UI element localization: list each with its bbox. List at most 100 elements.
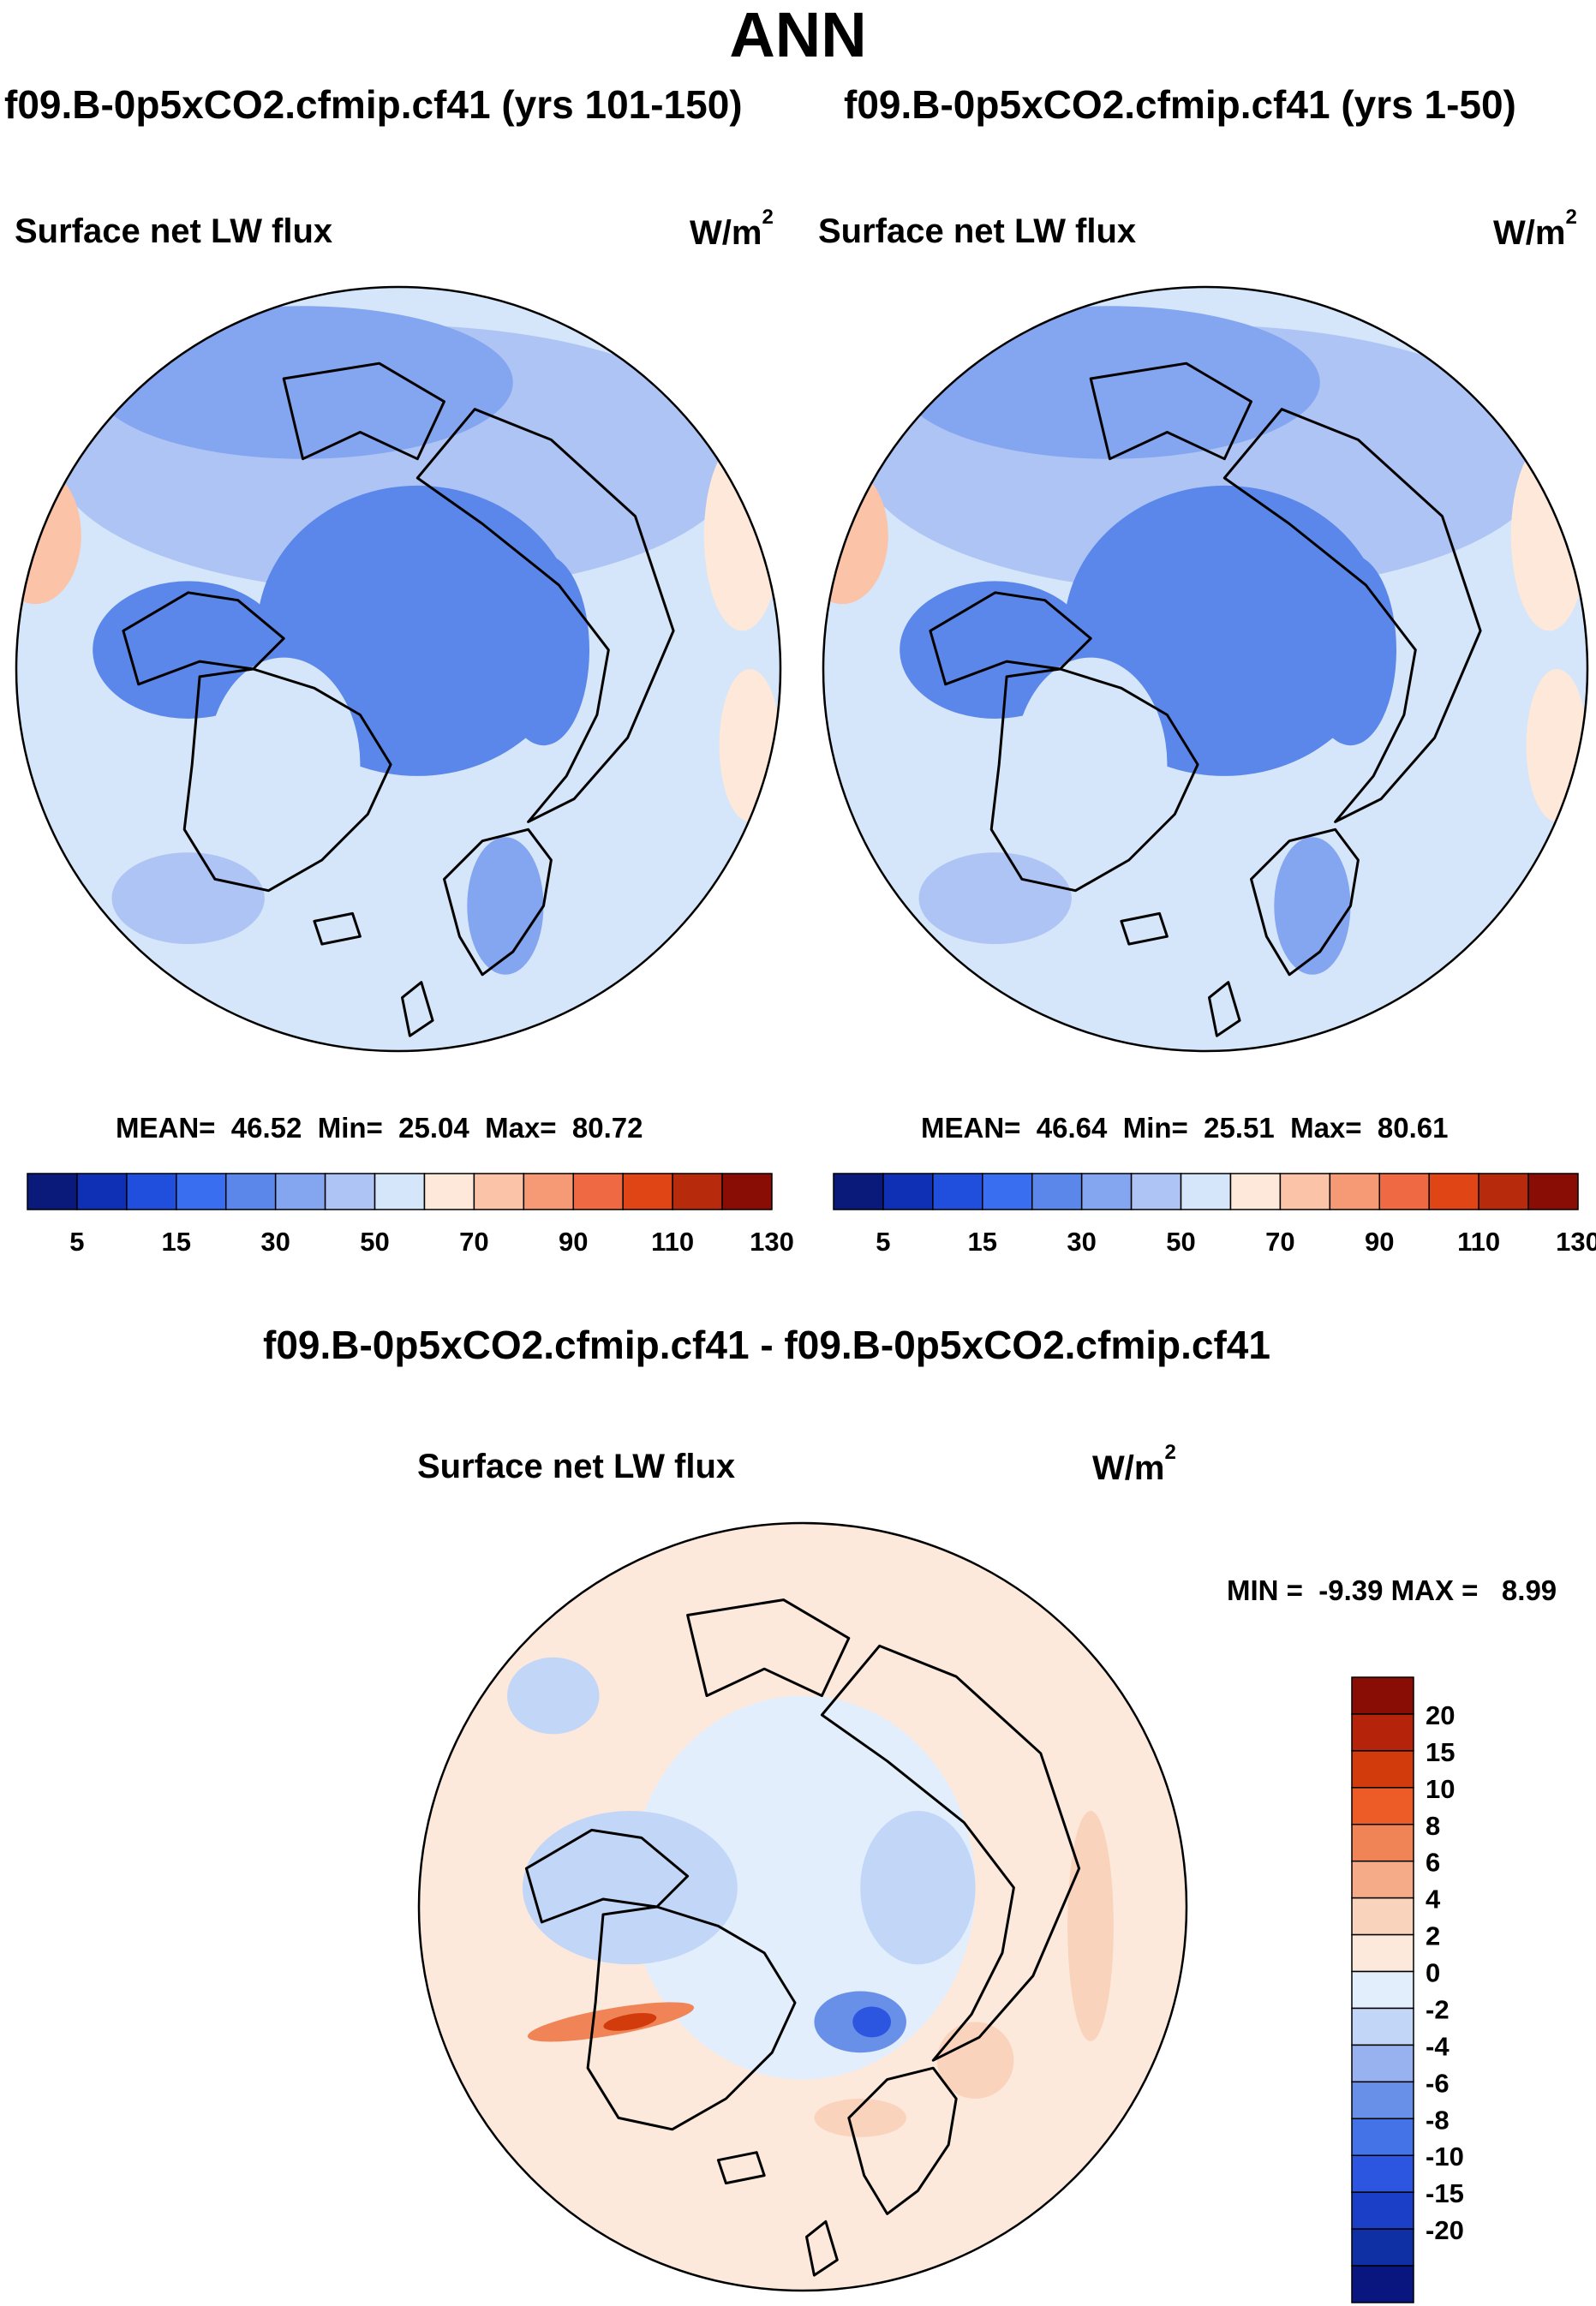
panel-2-colorbar-tick-label-5: 5 bbox=[876, 1227, 890, 1257]
panel-2-border bbox=[822, 285, 1589, 1053]
panel-3-coastline-archipelago bbox=[524, 1828, 690, 1924]
panel-1-colorbar-box-12 bbox=[622, 1173, 673, 1210]
panel-3-colorbar-tick-label-9: -4 bbox=[1426, 2031, 1450, 2061]
panel-1-variable-label: Surface net LW flux bbox=[15, 212, 333, 250]
panel-1-coastline-greenland bbox=[182, 667, 392, 893]
panel-1-colorbar-tick-label-110: 110 bbox=[651, 1227, 694, 1257]
panel-2-field-patch-7 bbox=[823, 466, 888, 605]
panel-1-mean-value: 46.52 bbox=[230, 1112, 302, 1144]
panel-1-colorbar-tick-label-70: 70 bbox=[459, 1227, 488, 1257]
panel-2-colorbar-box-3 bbox=[982, 1173, 1033, 1210]
panel-2-colorbar-box-6 bbox=[1130, 1173, 1182, 1210]
panel-1-field-patch-10 bbox=[111, 852, 265, 945]
panel-3-field-patch-4 bbox=[507, 1657, 600, 1735]
panel-2-colorbar-box-7 bbox=[1180, 1173, 1232, 1210]
panel-1-colorbar-tick-label-5: 5 bbox=[69, 1227, 84, 1257]
panel-1-units-exponent: 2 bbox=[762, 206, 774, 229]
panel-2-field bbox=[823, 287, 1587, 1051]
panel-2-colorbar-box-0 bbox=[833, 1173, 884, 1210]
panel-2-colorbar-tick-label-70: 70 bbox=[1265, 1227, 1294, 1257]
panel-3-colorbar-tick-label-0: 20 bbox=[1426, 1700, 1455, 1730]
panel-1-field-patch-8 bbox=[703, 439, 780, 631]
panel-2-units-label: W/m2 bbox=[1493, 206, 1577, 253]
panel-1-field-patch-9 bbox=[719, 669, 780, 822]
panel-3-field-patch-6 bbox=[852, 2006, 892, 2038]
panel-1-colorbar-box-5 bbox=[274, 1173, 326, 1210]
panel-3-colorbar-box-6 bbox=[1351, 1897, 1414, 1936]
panel-2-units-exponent: 2 bbox=[1565, 206, 1577, 229]
panel-2-case-title: f09.B-0p5xCO2.cfmip.cf41 (yrs 1-50) bbox=[844, 82, 1516, 127]
panel-3-colorbar-tick-label-5: 4 bbox=[1426, 1885, 1441, 1915]
panel-3-case-title: f09.B-0p5xCO2.cfmip.cf41 - f09.B-0p5xCO2… bbox=[263, 1323, 1270, 1367]
panel-1-colorbar-tick-label-30: 30 bbox=[260, 1227, 290, 1257]
panel-3-field-patch-10 bbox=[936, 2022, 1014, 2099]
panel-3-field-patch-11 bbox=[814, 2099, 906, 2137]
panel-3-colorbar-tick-label-8: -2 bbox=[1426, 1994, 1450, 2024]
panel-3-coastline-greenland bbox=[586, 1905, 797, 2131]
panel-3-colorbar-box-2 bbox=[1351, 1750, 1414, 1789]
panel-1-units-label: W/m2 bbox=[690, 206, 774, 253]
panel-1-colorbar-box-6 bbox=[324, 1173, 376, 1210]
panel-3-coastline-alaska bbox=[686, 1598, 851, 1698]
panel-2-map bbox=[822, 285, 1589, 1053]
panel-3-coastline-siberia bbox=[820, 1644, 1081, 2062]
panel-1-stats: MEAN= 46.52 Min= 25.04 Max= 80.72 bbox=[116, 1112, 643, 1144]
panel-2-colorbar-box-10 bbox=[1329, 1173, 1381, 1210]
panel-1-colorbar-box-13 bbox=[672, 1173, 723, 1210]
panel-3-colorbar-tick-label-3: 8 bbox=[1426, 1811, 1440, 1841]
panel-3-colorbar-tick-label-13: -15 bbox=[1426, 2178, 1464, 2208]
panel-2-field-patch-10 bbox=[918, 852, 1072, 945]
panel-2-colorbar-box-2 bbox=[932, 1173, 983, 1210]
panel-2-colorbar-box-5 bbox=[1080, 1173, 1133, 1210]
panel-2-units-base: W/m bbox=[1493, 213, 1566, 252]
panel-3-colorbar-box-15 bbox=[1351, 2228, 1414, 2267]
panel-1-coastline-archipelago bbox=[122, 591, 285, 686]
panel-2-field-patch-5 bbox=[1304, 554, 1396, 746]
panel-2-mean-label: MEAN= bbox=[921, 1112, 1021, 1144]
panel-1-field-patch-5 bbox=[497, 554, 589, 746]
panel-3-coastline-scandinavia bbox=[847, 2066, 958, 2215]
panel-1-colorbar-tick-label-130: 130 bbox=[750, 1227, 794, 1257]
panel-3-colorbar-box-11 bbox=[1351, 2081, 1414, 2120]
panel-2-coastline-britain bbox=[1208, 981, 1241, 1037]
panel-2-coastline-greenland bbox=[989, 667, 1199, 893]
panel-2-stats: MEAN= 46.64 Min= 25.51 Max= 80.61 bbox=[921, 1112, 1449, 1144]
panel-3-colorbar-tick-label-12: -10 bbox=[1426, 2142, 1464, 2172]
panel-3-colorbar-box-12 bbox=[1351, 2118, 1414, 2156]
panel-2-field-patch-2 bbox=[900, 306, 1320, 459]
panel-2-field-patch-11 bbox=[1274, 837, 1351, 975]
panel-1-colorbar-box-14 bbox=[721, 1173, 773, 1210]
panel-1-field-patch-2 bbox=[93, 306, 513, 459]
panel-1-colorbar-box-1 bbox=[76, 1173, 128, 1210]
panel-3-variable-label: Surface net LW flux bbox=[417, 1448, 736, 1485]
panel-3-colorbar-box-10 bbox=[1351, 2044, 1414, 2083]
panel-2-mean-value: 46.64 bbox=[1036, 1112, 1108, 1144]
panel-3-colorbar-box-16 bbox=[1351, 2265, 1414, 2303]
panel-3-colorbar-tick-label-2: 10 bbox=[1426, 1774, 1455, 1804]
panel-3-units-label: W/m2 bbox=[1092, 1441, 1176, 1488]
panel-2-colorbar-tick-label-130: 130 bbox=[1556, 1227, 1596, 1257]
panel-1-coastline-alaska bbox=[282, 361, 445, 461]
panel-3-colorbar-tick-label-11: -8 bbox=[1426, 2105, 1450, 2135]
panel-1-min-value: 25.04 bbox=[398, 1112, 469, 1144]
panel-3-colorbar-box-0 bbox=[1351, 1676, 1414, 1715]
panel-3-colorbar-tick-label-10: -6 bbox=[1426, 2068, 1450, 2098]
panel-3-field bbox=[419, 1523, 1187, 2291]
panel-2-min-value: 25.51 bbox=[1204, 1112, 1275, 1144]
panel-1-colorbar-box-8 bbox=[423, 1173, 475, 1210]
panel-1-colorbar-tick-label-90: 90 bbox=[559, 1227, 588, 1257]
panel-3-colorbar-box-3 bbox=[1351, 1787, 1414, 1825]
panel-1-colorbar-box-4 bbox=[224, 1173, 277, 1210]
panel-3-map bbox=[417, 1521, 1188, 2292]
panel-1-colorbar-box-11 bbox=[572, 1173, 624, 1210]
panel-3-border bbox=[417, 1521, 1188, 2292]
panel-3-colorbar-box-13 bbox=[1351, 2154, 1414, 2193]
panel-2-colorbar-tick-label-30: 30 bbox=[1067, 1227, 1096, 1257]
panel-3-colorbar-box-4 bbox=[1351, 1824, 1414, 1862]
panel-3-field-patch-2 bbox=[522, 1811, 738, 1965]
panel-1-colorbar-box-7 bbox=[374, 1173, 426, 1210]
panel-1-map bbox=[15, 285, 782, 1053]
panel-2-field-patch-8 bbox=[1510, 439, 1587, 631]
panel-2-coastline-siberia bbox=[1222, 408, 1482, 823]
